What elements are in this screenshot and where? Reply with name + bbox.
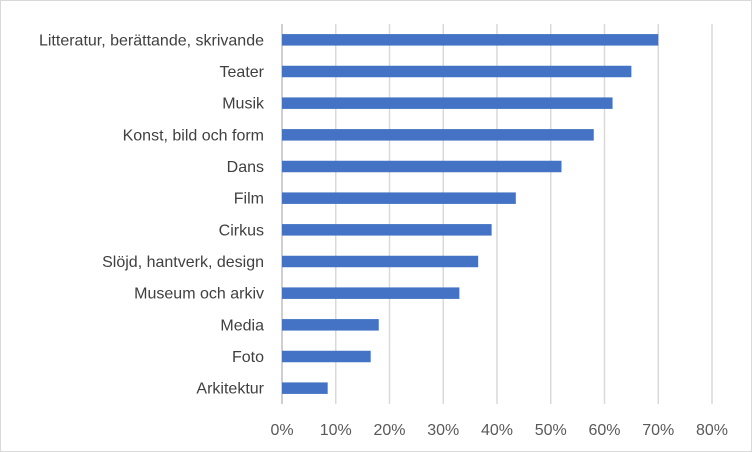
- x-tick-label: 40%: [481, 422, 513, 439]
- category-label: Media: [220, 317, 264, 334]
- bar: [282, 160, 562, 173]
- bar: [282, 65, 632, 78]
- category-label: Arkitektur: [196, 381, 264, 398]
- category-label: Museum och arkiv: [134, 286, 264, 303]
- bar: [282, 255, 479, 268]
- bar: [282, 129, 594, 141]
- x-tick-label: 10%: [320, 422, 352, 439]
- x-tick-label: 70%: [642, 422, 674, 439]
- category-label: Teater: [220, 64, 265, 81]
- x-tick-label: 30%: [427, 422, 459, 439]
- x-tick-label: 0%: [270, 422, 293, 439]
- category-label: Cirkus: [219, 222, 264, 239]
- x-tick-label: 50%: [535, 422, 567, 439]
- x-tick-label: 60%: [588, 422, 620, 439]
- bar: [282, 34, 659, 46]
- bar: [282, 224, 492, 236]
- bar: [282, 192, 516, 204]
- category-label: Dans: [227, 159, 264, 176]
- bar: [282, 382, 328, 394]
- x-tick-label: 80%: [696, 422, 728, 439]
- category-label: Konst, bild och form: [123, 127, 264, 144]
- bar: [282, 350, 371, 363]
- category-label: Litteratur, berättande, skrivande: [39, 32, 264, 49]
- x-tick-label: 20%: [373, 422, 405, 439]
- category-label: Slöjd, hantverk, design: [102, 254, 264, 271]
- bar: [282, 287, 460, 299]
- category-label: Foto: [232, 349, 264, 366]
- bar: [282, 319, 379, 331]
- bar: [282, 97, 613, 109]
- category-label: Musik: [222, 96, 265, 113]
- category-label: Film: [234, 191, 264, 208]
